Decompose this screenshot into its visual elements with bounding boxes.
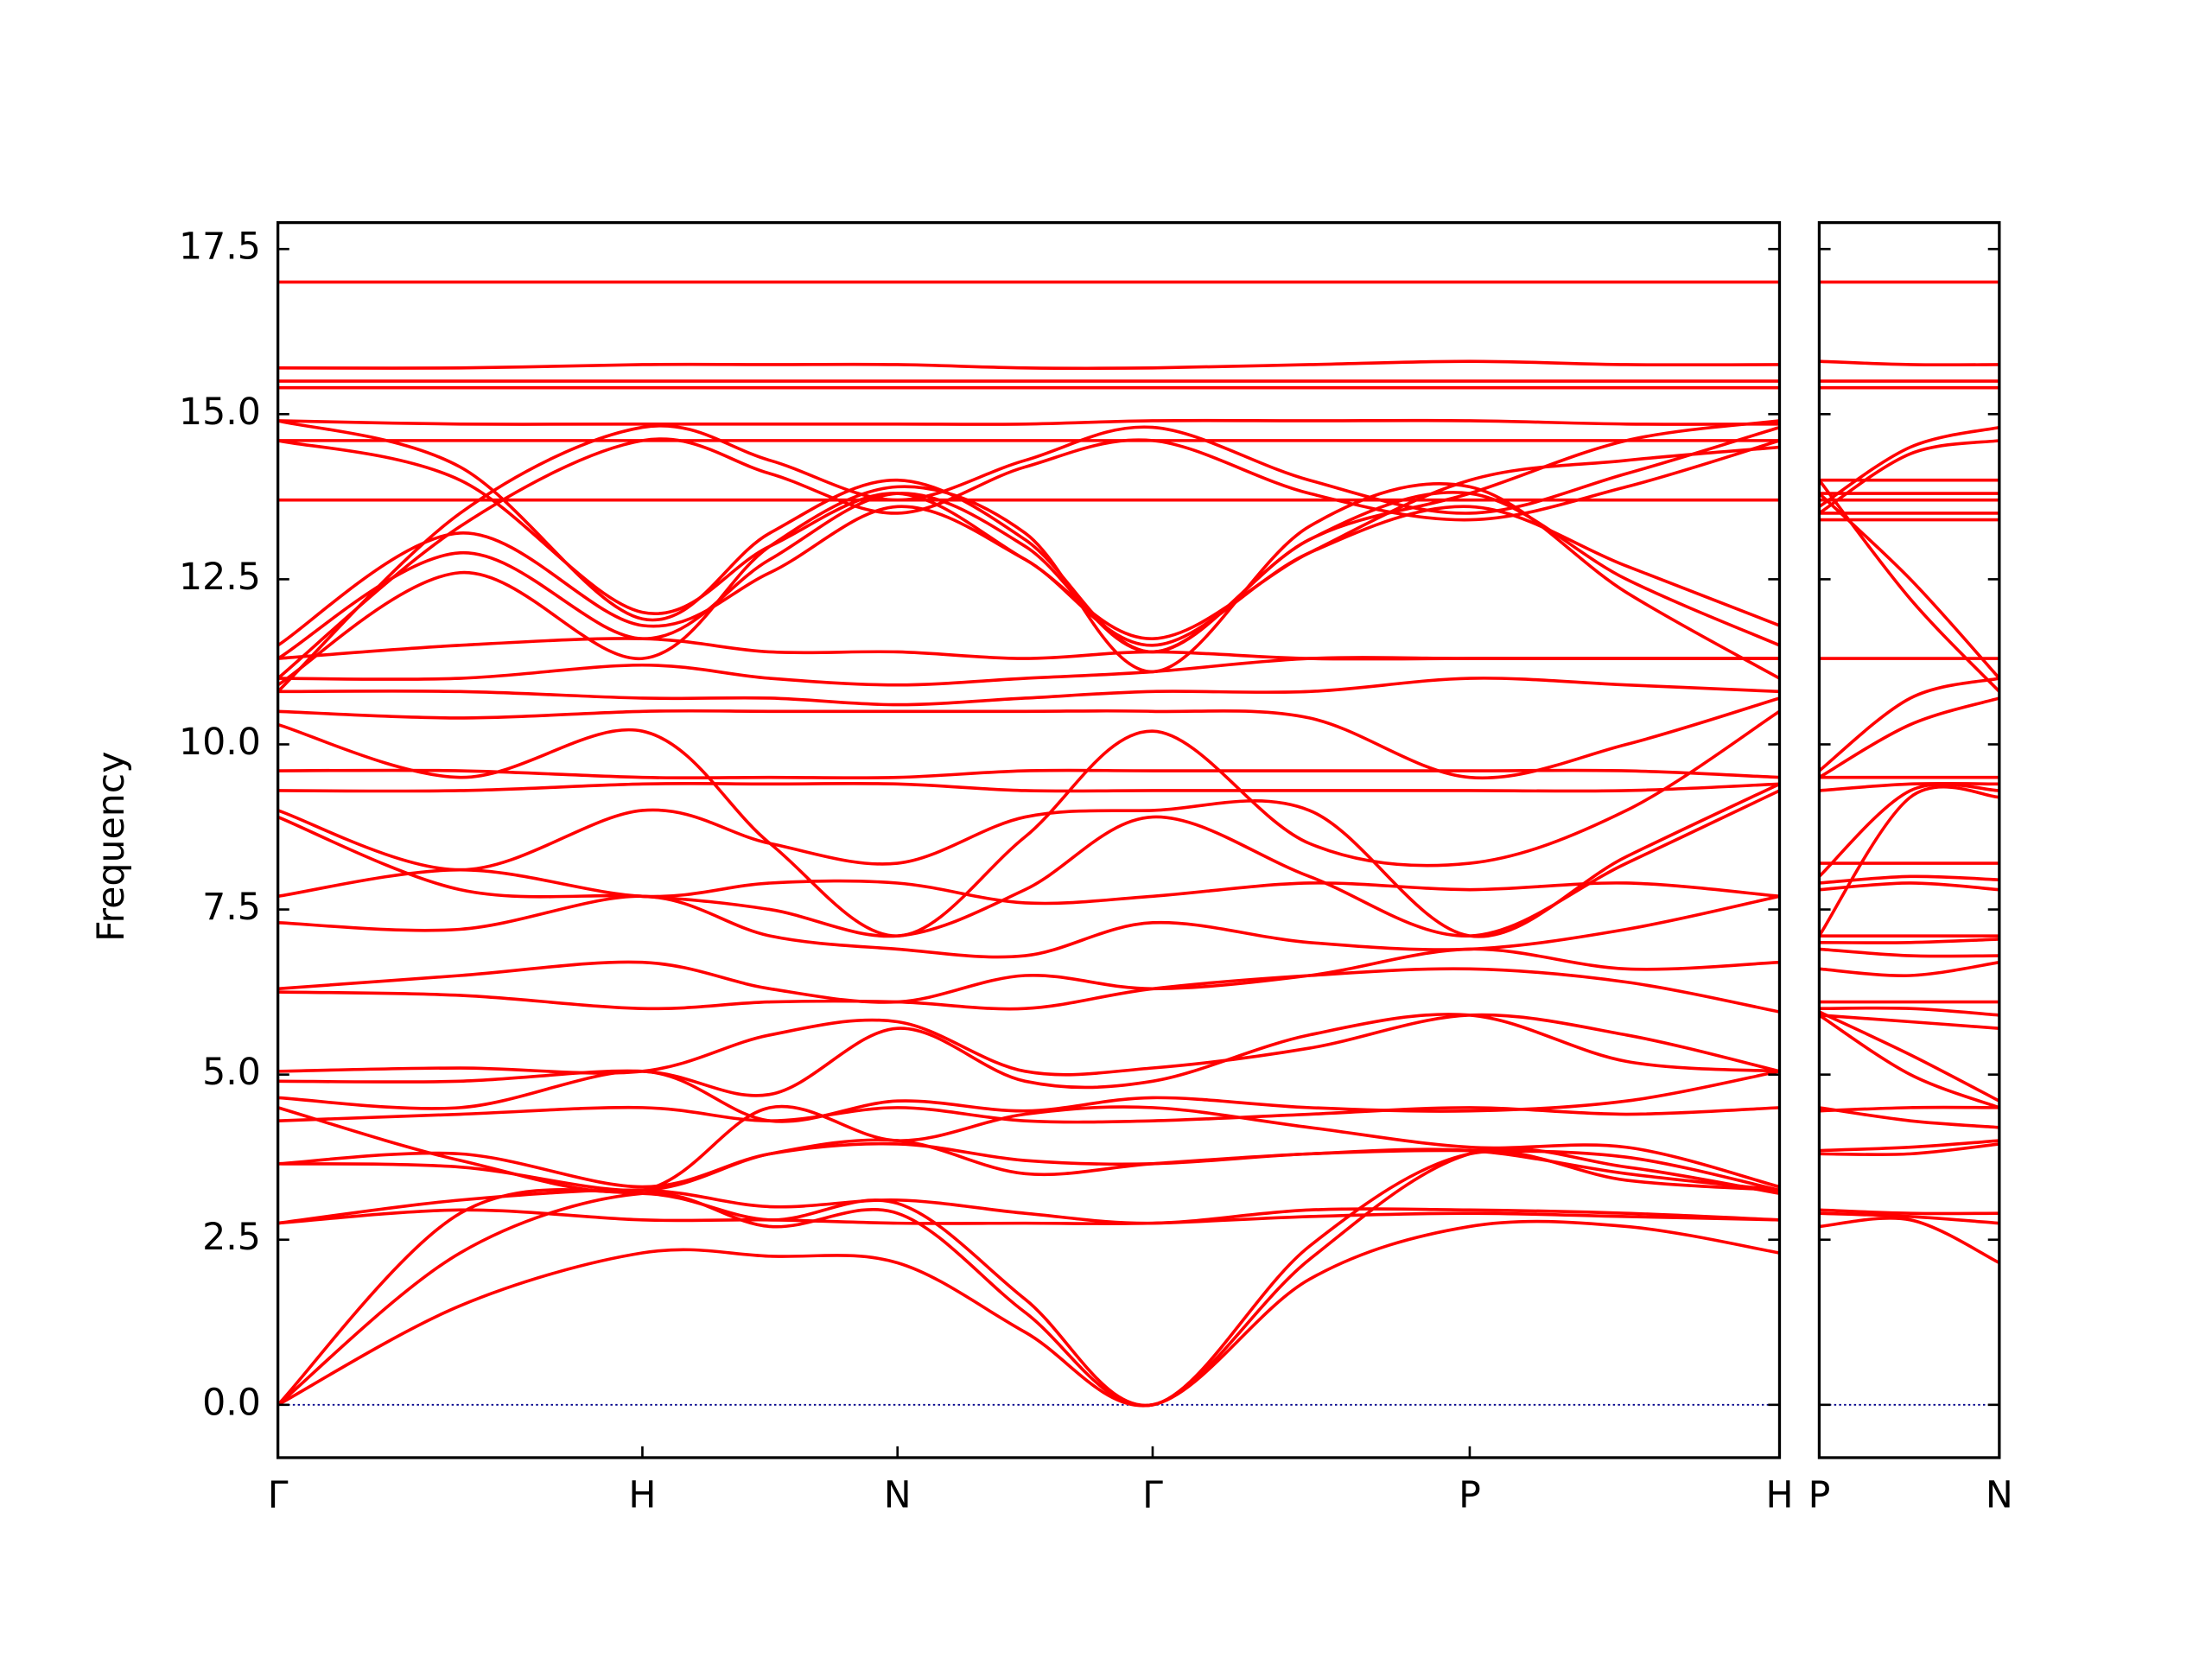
band-line bbox=[277, 419, 1780, 654]
band-line bbox=[1819, 1142, 1999, 1157]
band-line bbox=[277, 418, 1780, 426]
band-line bbox=[277, 1219, 1780, 1408]
band-line bbox=[1819, 782, 1999, 878]
x-tick-label: P bbox=[1808, 1473, 1831, 1516]
band-line bbox=[1819, 874, 1999, 885]
band-line bbox=[277, 1141, 1780, 1192]
band-line bbox=[277, 637, 1780, 661]
band-line bbox=[277, 505, 1780, 647]
band-line bbox=[277, 1104, 1780, 1194]
band-line bbox=[277, 424, 1780, 693]
band-line bbox=[277, 1138, 1780, 1192]
band-line bbox=[277, 1208, 1780, 1225]
band-line bbox=[277, 947, 1780, 1004]
y-tick-label: 17.5 bbox=[179, 226, 261, 269]
x-tick-label: H bbox=[628, 1473, 656, 1516]
band-line bbox=[1819, 439, 1999, 515]
band-line bbox=[277, 768, 1780, 780]
band-line bbox=[277, 482, 1780, 687]
band-line bbox=[1819, 938, 1999, 944]
band-line bbox=[277, 1013, 1780, 1097]
band-line bbox=[277, 782, 1780, 938]
x-tick-label: Γ bbox=[268, 1473, 289, 1516]
x-tick-label: H bbox=[1765, 1473, 1793, 1516]
x-tick-label: N bbox=[1986, 1473, 2013, 1516]
band-line bbox=[1819, 1006, 1999, 1017]
band-line bbox=[277, 491, 1780, 660]
band-line bbox=[277, 359, 1780, 371]
band-line bbox=[277, 781, 1780, 793]
x-tick-label: Γ bbox=[1142, 1473, 1163, 1516]
band-line bbox=[1819, 677, 1999, 772]
band-line bbox=[1819, 359, 1999, 367]
axes-frame bbox=[1817, 221, 2001, 1459]
band-line bbox=[277, 894, 1780, 959]
band-line bbox=[277, 1149, 1780, 1408]
axes-frame bbox=[276, 221, 1782, 1459]
band-line bbox=[277, 677, 1780, 707]
y-tick-label: 12.5 bbox=[179, 556, 261, 599]
band-line bbox=[277, 967, 1780, 1014]
band-line bbox=[1819, 1211, 1999, 1225]
band-line bbox=[277, 439, 1780, 640]
x-tick-label: N bbox=[884, 1473, 912, 1516]
band-line bbox=[1819, 1139, 1999, 1153]
band-line bbox=[1819, 881, 1999, 892]
band-line bbox=[1819, 492, 1999, 680]
x-tick-label: P bbox=[1459, 1473, 1481, 1516]
y-tick-label: 5.0 bbox=[202, 1051, 261, 1094]
band-line bbox=[277, 437, 1780, 680]
band-line bbox=[277, 696, 1780, 780]
band-line bbox=[277, 1070, 1780, 1123]
band-line bbox=[1819, 947, 1999, 958]
band-line bbox=[1819, 785, 1999, 938]
band-line bbox=[277, 1147, 1780, 1408]
band-line bbox=[1819, 1010, 1999, 1103]
band-line bbox=[1819, 781, 1999, 792]
band-line bbox=[1819, 479, 1999, 693]
band-line bbox=[1819, 1105, 1999, 1113]
y-tick-label: 10.0 bbox=[179, 721, 261, 764]
band-line bbox=[277, 1188, 1780, 1225]
y-tick-label: 15.0 bbox=[179, 391, 261, 434]
plot-area bbox=[1819, 280, 1999, 1406]
y-tick-label: 7.5 bbox=[202, 886, 261, 929]
band-line bbox=[1819, 696, 1999, 779]
band-line bbox=[1819, 1014, 1999, 1030]
band-line bbox=[277, 868, 1780, 906]
plot-area bbox=[277, 280, 1780, 1408]
band-line bbox=[1819, 960, 1999, 977]
band-line bbox=[277, 1013, 1780, 1077]
band-line bbox=[1819, 1217, 1999, 1265]
band-line bbox=[1819, 1208, 1999, 1216]
band-line bbox=[277, 709, 1780, 938]
band-line bbox=[1819, 1014, 1999, 1109]
band-line bbox=[277, 789, 1780, 938]
band-line bbox=[1819, 425, 1999, 508]
y-tick-label: 2.5 bbox=[202, 1216, 261, 1259]
y-tick-label: 0.0 bbox=[202, 1381, 261, 1424]
y-axis-label: Frequency bbox=[90, 752, 133, 942]
